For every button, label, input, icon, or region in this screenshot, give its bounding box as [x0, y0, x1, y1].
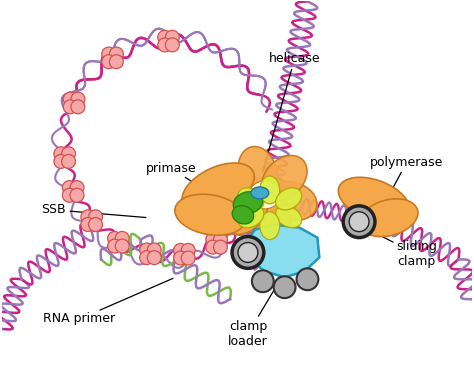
Circle shape: [349, 212, 369, 232]
Circle shape: [252, 190, 266, 204]
Circle shape: [206, 240, 220, 254]
Circle shape: [64, 92, 77, 106]
Circle shape: [108, 232, 121, 246]
Circle shape: [173, 251, 188, 265]
Circle shape: [102, 55, 116, 69]
Circle shape: [54, 155, 68, 168]
Circle shape: [273, 276, 296, 298]
Circle shape: [62, 147, 75, 161]
Circle shape: [165, 30, 179, 44]
Ellipse shape: [266, 182, 317, 221]
Circle shape: [165, 38, 179, 52]
Circle shape: [115, 232, 129, 246]
Text: RNA primer: RNA primer: [44, 279, 173, 326]
Ellipse shape: [260, 212, 280, 240]
Circle shape: [71, 92, 85, 106]
Text: SSB: SSB: [42, 203, 146, 218]
Circle shape: [63, 181, 76, 195]
Ellipse shape: [238, 188, 264, 210]
Circle shape: [213, 233, 228, 247]
Circle shape: [108, 239, 121, 253]
Ellipse shape: [175, 194, 246, 235]
Circle shape: [70, 188, 84, 202]
Ellipse shape: [232, 206, 254, 224]
Circle shape: [102, 47, 116, 61]
Ellipse shape: [238, 206, 264, 228]
Circle shape: [140, 251, 154, 265]
Circle shape: [140, 243, 154, 257]
Circle shape: [343, 206, 375, 237]
Circle shape: [173, 243, 188, 257]
Ellipse shape: [262, 156, 307, 201]
Circle shape: [89, 218, 102, 232]
Circle shape: [158, 38, 172, 52]
Circle shape: [115, 239, 129, 253]
Circle shape: [233, 219, 247, 233]
Circle shape: [241, 219, 255, 233]
Circle shape: [63, 188, 76, 202]
Text: clamp
loader: clamp loader: [228, 280, 280, 348]
Ellipse shape: [276, 206, 301, 228]
Ellipse shape: [182, 163, 255, 213]
Circle shape: [181, 243, 195, 257]
Circle shape: [109, 47, 123, 61]
Circle shape: [147, 251, 161, 265]
Circle shape: [206, 233, 220, 247]
Ellipse shape: [251, 187, 269, 199]
Ellipse shape: [238, 146, 277, 197]
Circle shape: [252, 183, 266, 197]
Circle shape: [233, 212, 247, 225]
Circle shape: [54, 147, 68, 161]
Circle shape: [232, 237, 264, 268]
Circle shape: [213, 240, 228, 254]
Text: helicase: helicase: [263, 52, 320, 172]
Circle shape: [181, 251, 195, 265]
Circle shape: [71, 100, 85, 114]
Ellipse shape: [222, 189, 268, 235]
Ellipse shape: [233, 192, 263, 214]
Circle shape: [81, 210, 95, 224]
Circle shape: [62, 155, 75, 168]
Circle shape: [70, 181, 84, 195]
Ellipse shape: [253, 193, 292, 243]
Circle shape: [64, 100, 77, 114]
Circle shape: [297, 268, 319, 290]
Circle shape: [252, 270, 273, 292]
Circle shape: [147, 243, 161, 257]
Circle shape: [260, 190, 273, 204]
Circle shape: [238, 243, 258, 262]
Circle shape: [260, 183, 273, 197]
Ellipse shape: [249, 181, 281, 209]
Ellipse shape: [338, 177, 410, 222]
Circle shape: [89, 210, 102, 224]
Circle shape: [81, 218, 95, 232]
Circle shape: [158, 30, 172, 44]
Circle shape: [241, 212, 255, 225]
Ellipse shape: [276, 188, 301, 210]
Ellipse shape: [360, 199, 418, 237]
Text: polymerase: polymerase: [370, 156, 443, 202]
Text: primase: primase: [146, 161, 218, 199]
Text: sliding
clamp: sliding clamp: [360, 225, 438, 268]
Ellipse shape: [212, 169, 264, 208]
Circle shape: [109, 55, 123, 69]
Ellipse shape: [260, 176, 280, 204]
Polygon shape: [248, 225, 319, 277]
